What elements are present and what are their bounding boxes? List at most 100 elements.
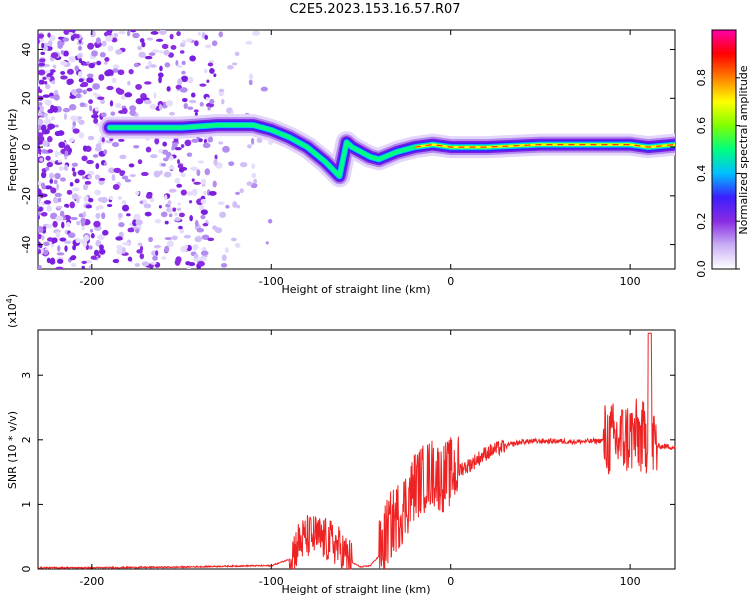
noise-speckle: [184, 139, 192, 147]
noise-speckle: [197, 138, 203, 143]
noise-speckle: [98, 177, 106, 181]
noise-speckle: [94, 189, 102, 196]
noise-speckle: [124, 179, 132, 183]
spectrogram-ylabel: Frequency (Hz): [6, 109, 19, 192]
noise-speckle: [38, 141, 43, 145]
x-tick-label: -200: [79, 575, 104, 588]
noise-speckle: [38, 106, 40, 111]
noise-speckle: [90, 255, 98, 260]
noise-speckle: [155, 250, 159, 256]
noise-speckle: [68, 56, 76, 63]
noise-speckle: [82, 145, 88, 152]
noise-speckle: [95, 44, 100, 48]
noise-speckle: [164, 245, 170, 253]
noise-speckle: [42, 94, 51, 98]
noise-speckle: [38, 112, 43, 116]
noise-speckle: [38, 124, 41, 130]
noise-speckle: [115, 103, 122, 109]
noise-speckle: [239, 188, 244, 194]
noise-speckle: [60, 75, 68, 80]
noise-speckle: [89, 30, 96, 38]
noise-speckle: [86, 159, 94, 165]
noise-speckle: [51, 237, 58, 244]
noise-speckle: [171, 145, 175, 151]
noise-speckle: [40, 211, 48, 217]
noise-speckle: [44, 185, 53, 190]
noise-speckle: [43, 241, 50, 247]
noise-speckle: [144, 81, 152, 85]
noise-speckle: [78, 132, 85, 139]
noise-speckle: [75, 93, 82, 99]
noise-speckle: [197, 31, 201, 36]
noise-speckle: [117, 196, 123, 200]
noise-speckle: [111, 142, 120, 148]
noise-speckle: [172, 207, 177, 212]
noise-speckle: [199, 203, 205, 211]
noise-speckle: [49, 178, 54, 184]
noise-speckle: [72, 244, 77, 251]
noise-speckle: [120, 95, 127, 100]
noise-speckle: [211, 40, 218, 47]
noise-speckle: [155, 38, 164, 42]
noise-speckle: [87, 135, 95, 141]
noise-speckle: [253, 178, 257, 184]
y-tick-label: 20: [20, 91, 33, 105]
noise-speckle: [158, 104, 163, 111]
noise-speckle: [38, 153, 40, 158]
noise-speckle: [157, 72, 164, 78]
noise-speckle: [75, 34, 80, 39]
noise-speckle: [106, 203, 113, 208]
noise-speckle: [126, 213, 131, 217]
noise-speckle: [177, 78, 183, 86]
noise-speckle: [86, 87, 93, 92]
noise-speckle: [58, 166, 64, 171]
noise-speckle: [158, 148, 163, 154]
noise-speckle: [183, 102, 188, 109]
noise-speckle: [67, 78, 74, 85]
noise-speckle: [63, 113, 68, 121]
noise-speckle: [57, 43, 64, 49]
noise-speckle: [149, 103, 157, 110]
noise-speckle: [102, 229, 109, 236]
noise-speckle: [119, 154, 127, 160]
noise-speckle: [181, 60, 186, 66]
noise-speckle: [197, 261, 205, 267]
noise-speckle: [68, 104, 77, 111]
noise-speckle: [54, 130, 62, 137]
noise-speckle: [227, 65, 234, 70]
noise-speckle: [78, 58, 83, 63]
snr-scale-suffix: ): [6, 294, 19, 298]
noise-speckle: [49, 212, 58, 220]
noise-speckle: [38, 249, 42, 254]
noise-speckle: [86, 61, 90, 65]
noise-speckle: [260, 86, 268, 92]
noise-speckle: [38, 214, 41, 220]
noise-speckle: [267, 218, 273, 224]
noise-speckle: [101, 40, 107, 47]
snr-scale-label: (x104): [5, 294, 19, 328]
noise-speckle: [230, 237, 237, 242]
noise-speckle: [135, 98, 144, 105]
noise-speckle: [110, 111, 116, 116]
noise-speckle: [71, 193, 79, 200]
noise-speckle: [133, 226, 139, 230]
noise-speckle: [89, 105, 93, 112]
noise-speckle: [81, 81, 89, 88]
noise-speckle: [150, 154, 158, 159]
noise-speckle: [248, 73, 254, 80]
noise-speckle: [169, 111, 176, 116]
noise-speckle: [77, 71, 83, 78]
noise-speckle: [67, 150, 71, 156]
noise-speckle: [168, 213, 173, 218]
noise-speckle: [92, 154, 99, 158]
noise-speckle: [137, 242, 143, 247]
noise-speckle: [78, 119, 85, 125]
x-tick-label: 100: [620, 275, 641, 288]
noise-speckle: [41, 42, 45, 49]
noise-speckle: [133, 213, 141, 221]
noise-speckle: [79, 102, 86, 108]
noise-speckle: [180, 75, 189, 83]
noise-speckle: [197, 160, 205, 164]
x-tick-label: 0: [447, 275, 454, 288]
noise-speckle: [95, 143, 102, 150]
